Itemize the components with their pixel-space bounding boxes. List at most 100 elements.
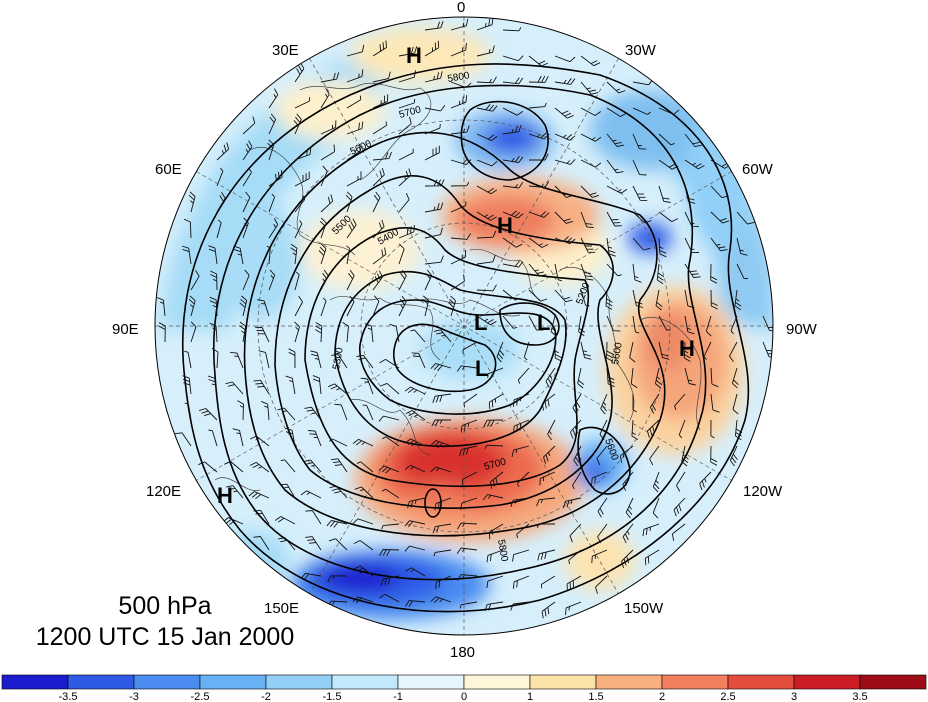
wind-barb	[352, 518, 374, 525]
wind-barb	[459, 601, 478, 609]
wind-barb	[502, 27, 522, 32]
colorbar-swatch	[463, 674, 531, 690]
wind-barb	[606, 341, 614, 362]
wind-barb	[257, 299, 270, 317]
wind-barb	[346, 44, 365, 57]
wind-barb	[528, 211, 550, 218]
wind-barb	[381, 523, 400, 530]
graticule	[155, 17, 773, 635]
wind-barb	[655, 289, 663, 311]
wind-barb	[320, 269, 329, 291]
wind-barb	[430, 466, 452, 473]
wind-barb	[424, 145, 440, 161]
wind-barb	[541, 393, 556, 411]
wind-barb	[285, 375, 296, 395]
lon-label-90e: 90E	[112, 321, 139, 338]
wind-barb	[280, 459, 296, 473]
wind-barb	[352, 438, 374, 447]
wind-barb	[476, 17, 494, 31]
wind-barb	[528, 55, 549, 67]
wind-barb	[762, 315, 773, 332]
wind-barb	[175, 432, 192, 447]
wind-barb	[476, 45, 495, 57]
wind-barb	[605, 289, 613, 310]
wind-barb	[450, 249, 466, 265]
wind-barb	[510, 497, 530, 507]
wind-barb	[424, 124, 441, 135]
wind-barb	[684, 237, 700, 253]
wind-barb	[253, 536, 270, 551]
wind-barb	[405, 600, 426, 608]
wind-barb	[684, 289, 695, 309]
wind-barb	[294, 271, 300, 291]
wind-barb	[554, 289, 573, 303]
lon-label-60w: 60W	[742, 161, 774, 178]
wind-barb	[673, 497, 686, 517]
wind-barb	[182, 375, 192, 395]
wind-barb	[652, 497, 660, 519]
wind-barb	[502, 107, 524, 116]
wind-barb	[300, 490, 322, 499]
wind-barb	[543, 445, 556, 464]
wind-barb	[294, 62, 305, 83]
wind-barb	[554, 185, 574, 198]
wind-barb	[248, 491, 270, 500]
wind-barb	[209, 296, 218, 317]
wind-barb	[352, 596, 374, 604]
wind-barb	[554, 133, 576, 141]
wind-barb	[606, 133, 624, 147]
wind-barb	[342, 322, 349, 343]
wind-barb	[502, 315, 518, 329]
wind-barb	[684, 211, 699, 228]
wind-barb	[268, 113, 277, 135]
wind-barb	[489, 471, 504, 489]
wind-barb	[303, 459, 322, 473]
wind-barb	[407, 497, 426, 509]
wind-barb	[684, 315, 695, 335]
wind-barb	[483, 419, 504, 427]
colorbar-swatch	[67, 674, 135, 690]
wind-barb	[320, 72, 340, 83]
wind-barb	[450, 42, 467, 57]
wind-barb	[424, 40, 440, 57]
colorbar-swatch	[133, 674, 201, 690]
wind-barb	[294, 220, 303, 239]
wind-barb	[523, 341, 530, 361]
wind-barb	[580, 263, 594, 281]
wind-barb	[305, 536, 322, 551]
wind-barb	[226, 485, 244, 499]
wind-barb	[632, 159, 647, 176]
wind-barb	[346, 95, 362, 109]
wind-barb	[268, 269, 276, 291]
lon-label-0: 0	[457, 0, 465, 16]
wind-barb	[255, 326, 270, 343]
colorbar-swatch	[595, 674, 663, 690]
wind-barb	[190, 270, 200, 291]
wind-barb	[346, 245, 350, 265]
wind-barb	[632, 107, 651, 115]
lon-label-180: 180	[450, 644, 475, 661]
wind-barb	[580, 55, 601, 67]
wind-barb	[405, 567, 426, 577]
wind-barb	[209, 322, 218, 343]
wind-barb	[424, 179, 445, 187]
wind-barb	[320, 144, 336, 161]
wind-barb	[382, 436, 400, 447]
wind-barb	[268, 170, 283, 187]
wind-barb	[652, 471, 660, 493]
wind-barb	[242, 168, 252, 187]
wind-barb	[424, 269, 433, 291]
wind-barb	[513, 419, 530, 434]
wind-barb	[232, 428, 244, 447]
wind-barb	[404, 386, 426, 395]
colorbar-tick-label: -2.5	[191, 691, 210, 702]
wind-barb	[328, 538, 348, 551]
wind-barb	[730, 315, 738, 335]
wind-barb	[431, 419, 451, 427]
wind-barb	[372, 121, 387, 135]
wind-barb	[729, 445, 738, 467]
wind-barb	[210, 270, 218, 291]
wind-barb	[580, 159, 602, 168]
low-center: L	[537, 310, 550, 335]
wind-barb	[216, 167, 224, 187]
